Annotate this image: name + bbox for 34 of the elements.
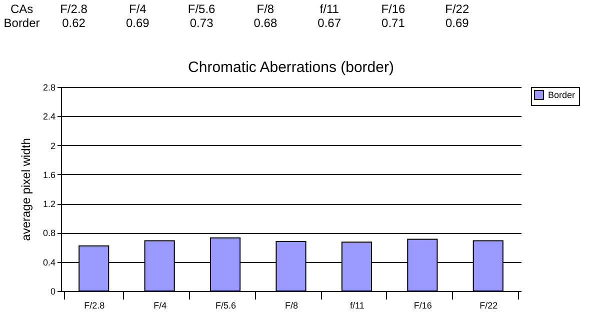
y-axis-title: average pixel width: [18, 138, 33, 241]
data-label: 0.69: [445, 16, 470, 30]
x-tick-label: F/4: [154, 300, 167, 310]
y-tick-label: 2.8: [42, 82, 56, 92]
category-label: F/22: [445, 2, 470, 16]
category-label: f/11: [320, 2, 339, 16]
category-label: F/8: [256, 2, 274, 16]
x-tick-label: F/16: [414, 300, 432, 310]
legend-label: Border: [548, 90, 576, 100]
data-label: 0.62: [62, 16, 86, 30]
x-tick-label: F/8: [284, 300, 298, 310]
category-label: F/16: [381, 2, 406, 16]
text: Border: [4, 16, 40, 30]
y-tick-label: 0.8: [42, 228, 56, 238]
data-label: 0.73: [190, 16, 214, 30]
chart-title: Chromatic Aberrations (border): [188, 59, 394, 76]
data-label: 0.67: [318, 16, 342, 30]
x-tick-label: f/11: [350, 300, 364, 310]
x-tick-label: F/5.6: [216, 300, 236, 310]
data-label: 0.71: [382, 16, 406, 30]
category-label: F/5.6: [188, 2, 216, 16]
y-tick-label: 1.6: [42, 170, 56, 180]
data-label: 0.68: [254, 16, 278, 30]
x-tick-label: F/2.8: [84, 300, 105, 310]
y-tick-label: 0.4: [42, 257, 56, 268]
y-tick-label: 2: [50, 140, 56, 151]
category-label: F/2.8: [60, 2, 88, 16]
data-label: 0.69: [126, 16, 150, 30]
text: CAs: [10, 2, 34, 16]
y-tick-label: 2.4: [42, 112, 56, 122]
y-tick-label: 1.2: [42, 199, 56, 210]
y-tick-label: 0: [50, 286, 56, 296]
x-tick-label: F/22: [480, 300, 498, 310]
category-label: F/4: [128, 2, 146, 16]
